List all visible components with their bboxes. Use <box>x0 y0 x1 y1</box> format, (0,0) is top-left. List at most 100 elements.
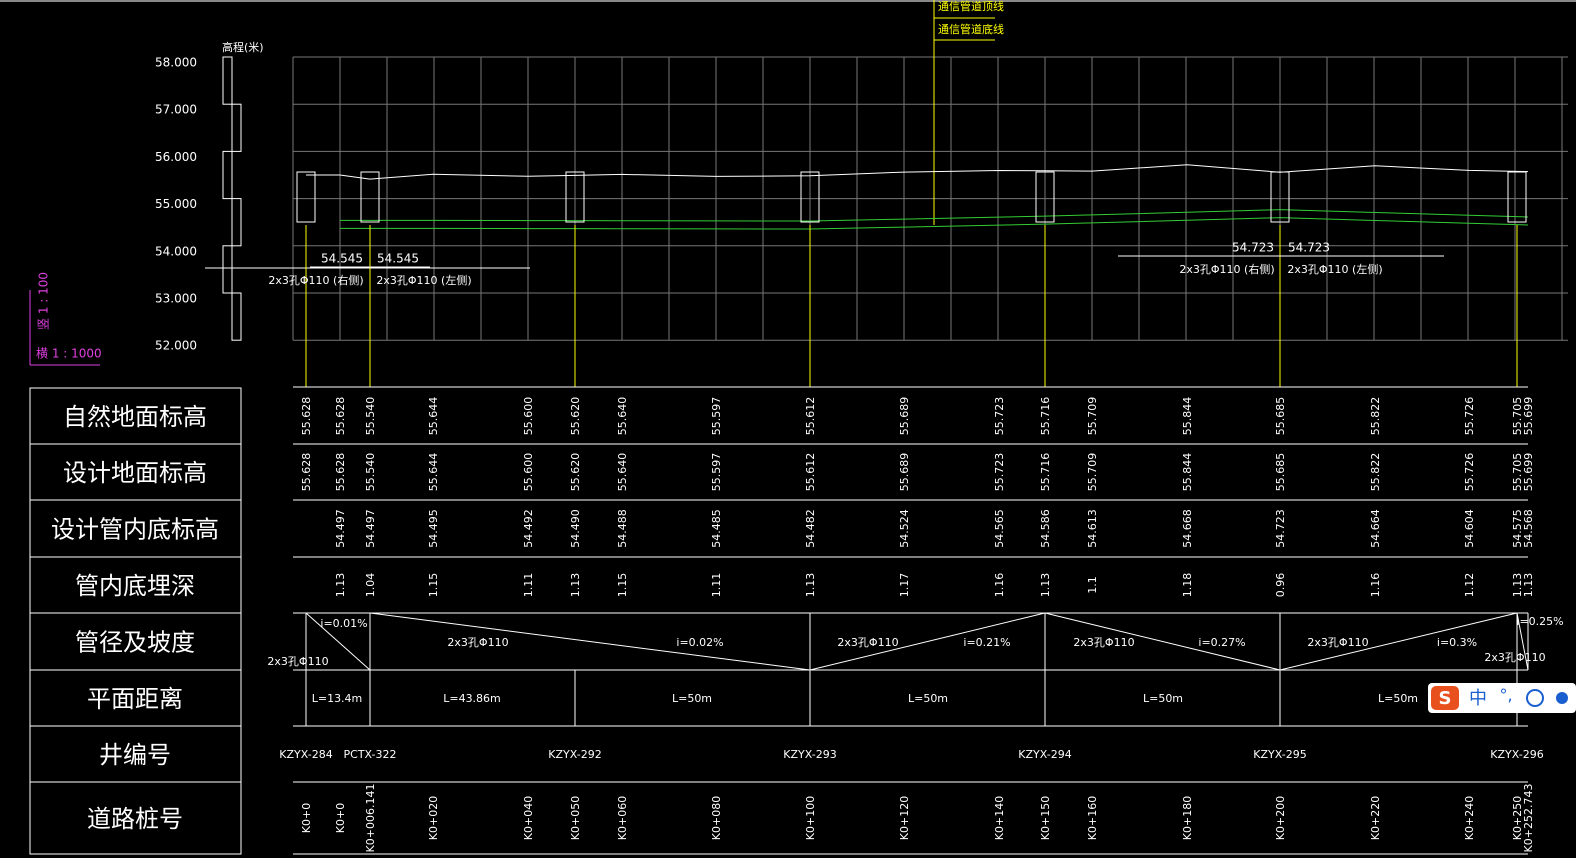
cell-value: 54.485 <box>710 509 723 548</box>
cell-value: 1.04 <box>364 573 377 598</box>
cell-value: K0+0 <box>334 803 347 833</box>
slope-label: i=0.27% <box>1198 636 1245 649</box>
note-elev: 54.723 <box>1288 241 1330 255</box>
distance: L=43.86m <box>443 692 501 705</box>
cell-value: 55.716 <box>1039 397 1052 436</box>
cell-value: 55.600 <box>522 453 535 492</box>
well-id: KZYX-296 <box>1490 748 1543 761</box>
cell-value: K0+060 <box>616 796 629 840</box>
cell-value: 55.723 <box>993 453 1006 492</box>
cell-value: 54.497 <box>364 509 377 548</box>
well-id: PCTX-322 <box>344 748 397 761</box>
legend-item: 通信管道顶线 <box>938 0 1004 13</box>
axis-label: 56.000 <box>155 150 197 164</box>
cell-value: 54.482 <box>804 509 817 548</box>
slope-label: 2x3孔Φ110 <box>447 636 508 649</box>
cell-value: 55.540 <box>364 397 377 436</box>
cell-value: 54.490 <box>569 509 582 548</box>
cell-value: 55.685 <box>1274 453 1287 492</box>
cell-value: 1.18 <box>1181 573 1194 598</box>
axis-label: 53.000 <box>155 292 197 306</box>
distance: L=50m <box>672 692 712 705</box>
cell-value: K0+160 <box>1086 796 1099 840</box>
scale-horizontal: 横 1 : 1000 <box>36 347 102 361</box>
cell-value: 55.844 <box>1181 397 1194 436</box>
cell-value: K0+100 <box>804 796 817 840</box>
slope-diagonal <box>1044 612 1281 671</box>
cell-value: 1.13 <box>1522 573 1535 598</box>
cell-value: 55.709 <box>1086 397 1099 436</box>
cell-value: 1.15 <box>427 573 440 598</box>
cell-value: 1.11 <box>710 573 723 598</box>
scale-block <box>222 245 233 294</box>
cell-value: 55.726 <box>1463 453 1476 492</box>
cell-value: K0+020 <box>427 796 440 840</box>
table-header-cell <box>29 781 242 855</box>
cell-value: 1.11 <box>522 573 535 598</box>
distance: L=13.4m <box>312 692 363 705</box>
well <box>1507 171 1527 223</box>
cell-value: 54.586 <box>1039 509 1052 548</box>
profile-line <box>306 164 1529 180</box>
cell-value: K0+050 <box>569 796 582 840</box>
cell-value: 55.705 <box>1511 397 1524 436</box>
cell-value: 54.488 <box>616 509 629 548</box>
cell-value: 1.16 <box>993 573 1006 598</box>
cell-value: 55.612 <box>804 453 817 492</box>
cell-value: K0+180 <box>1181 796 1194 840</box>
slope-label: i=0.02% <box>676 636 723 649</box>
cell-value: 1.13 <box>1039 573 1052 598</box>
well <box>1270 171 1290 223</box>
cell-value: 1.12 <box>1463 573 1476 598</box>
profile-line <box>340 209 1529 222</box>
cell-value: 0.96 <box>1274 573 1287 598</box>
cell-value: 55.844 <box>1181 453 1194 492</box>
cell-value: K0+140 <box>993 796 1006 840</box>
axis-label: 55.000 <box>155 197 197 211</box>
cell-value: 1.1 <box>1086 576 1099 594</box>
cell-value: 55.699 <box>1522 453 1535 492</box>
axis-label: 54.000 <box>155 244 197 258</box>
axis-label: 58.000 <box>155 56 197 70</box>
cell-value: K0+252.743 <box>1522 784 1535 853</box>
cell-value: 1.16 <box>1369 573 1382 598</box>
cell-value: 55.822 <box>1369 453 1382 492</box>
cell-value: 55.709 <box>1086 453 1099 492</box>
ime-logo-bg <box>1431 686 1459 710</box>
cell-value: 54.495 <box>427 509 440 548</box>
cell-value: 1.13 <box>804 573 817 598</box>
cell-value: 55.540 <box>364 453 377 492</box>
ime-mic <box>1556 692 1568 704</box>
cell-value: 55.705 <box>1511 453 1524 492</box>
well <box>1035 171 1055 223</box>
note-elev: 54.545 <box>377 252 419 266</box>
slope-diagonal <box>1279 612 1518 671</box>
cell-value: 55.689 <box>898 453 911 492</box>
table-header: 管内底埋深 <box>75 572 195 600</box>
table-header: 井编号 <box>99 741 171 769</box>
cell-value: 55.628 <box>300 397 313 436</box>
note-elev: 54.723 <box>1232 241 1274 255</box>
distance: L=50m <box>1378 692 1418 705</box>
cell-value: 1.13 <box>334 573 347 598</box>
cell-value: 55.716 <box>1039 453 1052 492</box>
cell-value: 55.640 <box>616 453 629 492</box>
cell-value: 54.723 <box>1274 509 1287 548</box>
scale-block <box>222 56 233 105</box>
slope-label: 2x3孔Φ110 <box>267 655 328 668</box>
cell-value: 55.628 <box>334 397 347 436</box>
cell-value: K0+120 <box>898 796 911 840</box>
cell-value: K0+0 <box>300 803 313 833</box>
well <box>565 171 585 223</box>
cell-value: K0+080 <box>710 796 723 840</box>
ime-logo: S <box>1439 688 1452 709</box>
cell-value: K0+200 <box>1274 796 1287 840</box>
well-id: KZYX-292 <box>548 748 601 761</box>
cell-value: K0+240 <box>1463 796 1476 840</box>
axis-unit: 高程(米) <box>222 40 264 54</box>
cell-value: 55.685 <box>1274 397 1287 436</box>
distance: L=50m <box>908 692 948 705</box>
slope-label: i=0.01% <box>320 617 367 630</box>
